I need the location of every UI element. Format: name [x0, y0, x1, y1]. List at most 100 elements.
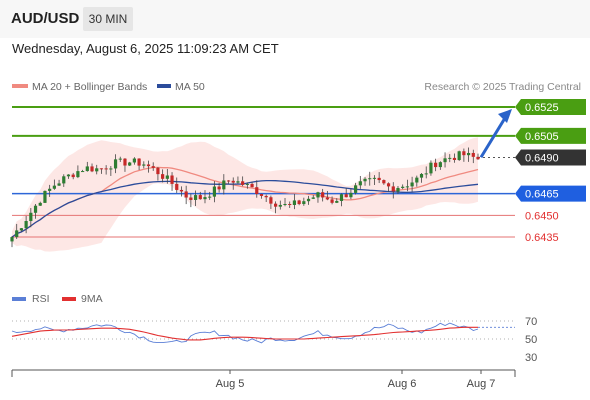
candle-body — [241, 181, 245, 185]
level-label-0.6465: 0.6465 — [525, 189, 559, 201]
candle-body — [448, 157, 452, 159]
candle-body — [471, 152, 475, 157]
candle-body — [175, 183, 179, 190]
candle-body — [476, 156, 480, 160]
candle-body — [212, 186, 217, 197]
level-tag-0.6465 — [515, 185, 586, 202]
candle-body — [354, 185, 358, 193]
candle-body — [349, 192, 353, 198]
candle-body — [424, 173, 428, 175]
forecast-arrow-head — [498, 109, 512, 123]
level-label-0.6525: 0.6525 — [525, 102, 559, 114]
candle-body — [85, 166, 89, 172]
candle-body — [161, 174, 165, 179]
x-tick-label: Aug 5 — [216, 378, 245, 390]
candle-body — [193, 195, 198, 200]
bollinger-band — [12, 137, 478, 252]
candle-body — [288, 204, 292, 206]
candle-body — [259, 193, 264, 196]
candle-body — [419, 173, 424, 178]
candle-body — [325, 197, 329, 200]
level-tag-0.6490 — [515, 149, 586, 166]
candle-body — [24, 221, 28, 229]
candle-body — [170, 175, 174, 184]
candle-body — [429, 162, 433, 174]
candle-body — [43, 190, 47, 203]
candle-body — [99, 168, 104, 170]
candle-body — [113, 159, 118, 169]
candle-body — [358, 181, 362, 186]
candle-body — [118, 158, 122, 160]
ma20-legend-swatch — [12, 84, 28, 88]
candle-body — [156, 167, 160, 175]
candle-body — [203, 197, 207, 200]
price-level-labels: 0.6525 0.6505 0.6490 0.6465 0.6450 0.6435 — [515, 99, 586, 244]
candle-body — [283, 204, 287, 206]
candle-body — [48, 188, 52, 191]
level-label-0.6505: 0.6505 — [525, 131, 559, 143]
candle-body — [405, 186, 409, 188]
candle-body — [208, 196, 212, 198]
candle-body — [29, 212, 33, 222]
timeframe-button[interactable]: 30 MIN — [83, 7, 133, 31]
candle-body — [321, 192, 325, 198]
candle-body — [57, 183, 61, 186]
candle-body — [306, 198, 311, 202]
chart-header: AUD/USD 30 MIN — [0, 0, 590, 38]
candle-body — [273, 203, 278, 207]
forecast-arrow — [479, 109, 512, 159]
ma50-legend-label: MA 50 — [175, 81, 205, 93]
candle-body — [372, 177, 377, 179]
candle-body — [377, 177, 381, 181]
candle-body — [363, 178, 367, 182]
rsi-panel: 70 50 30 — [11, 316, 537, 364]
instrument-title: AUD/USD — [11, 10, 80, 27]
candle-body — [76, 171, 80, 178]
candle-body — [434, 162, 438, 168]
candle-body — [401, 186, 405, 188]
candle-body — [146, 164, 151, 167]
candle-body — [15, 230, 19, 238]
candle-body — [62, 176, 66, 184]
ma50-line — [11, 179, 479, 238]
candle-body — [344, 194, 348, 198]
candle-body — [165, 175, 169, 179]
candle-body — [132, 158, 136, 163]
candle-body — [128, 162, 132, 166]
candle-body — [311, 197, 315, 199]
candle-body — [292, 200, 297, 205]
rsi-legend-swatch — [12, 297, 26, 301]
candle-body — [386, 183, 391, 187]
candle-body — [302, 201, 306, 205]
candle-body — [81, 171, 85, 173]
candle-body — [10, 237, 14, 242]
ma9-legend-swatch — [62, 297, 76, 301]
candle-body — [297, 200, 301, 205]
candle-body — [410, 182, 414, 187]
candle-body — [71, 174, 75, 178]
rsi-line — [11, 322, 479, 344]
candle-body — [90, 166, 94, 172]
candle-body — [142, 164, 146, 166]
rsi-level-label: 70 — [525, 316, 537, 328]
candle-body — [443, 158, 447, 163]
candle-body — [33, 205, 38, 213]
candle-body — [438, 162, 442, 168]
candle-body — [123, 158, 127, 166]
bollinger-band-fill — [12, 137, 478, 252]
rsi-level-label: 30 — [525, 352, 537, 364]
candle-body — [466, 152, 471, 156]
x-tick-label: Aug 7 — [467, 378, 496, 390]
candle-body — [226, 180, 231, 182]
candle-body — [269, 197, 273, 204]
forecast-arrow-shaft — [479, 117, 507, 159]
chart-datetime: Wednesday, August 6, 2025 11:09:23 AM CE… — [12, 41, 279, 56]
candle-body — [250, 183, 254, 188]
rsi-legend-label: RSI — [32, 293, 50, 305]
candle-body — [151, 166, 155, 168]
candlesticks — [10, 147, 480, 248]
candle-body — [457, 151, 461, 161]
candle-body — [137, 158, 141, 166]
candle-body — [396, 187, 400, 192]
